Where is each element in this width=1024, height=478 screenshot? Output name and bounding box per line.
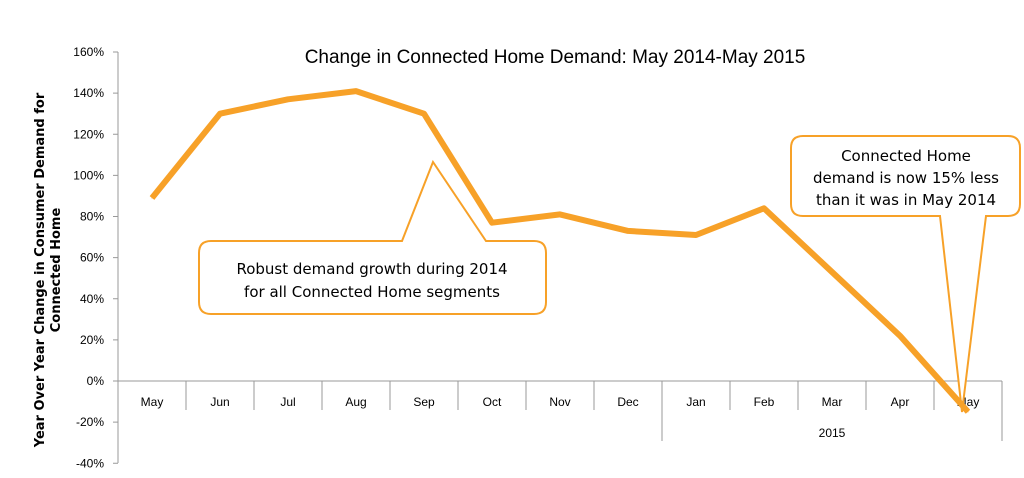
callout-growth-text: Robust demand growth during 2014 for all… [236, 260, 507, 301]
x-tick-label: Nov [549, 395, 570, 409]
callout-growth-line-2: for all Connected Home segments [244, 283, 500, 301]
data-point [899, 335, 901, 337]
x-tick-label: Jan [686, 395, 705, 409]
y-axis-label-line-1: Year Over Year Change in Consumer Demand… [33, 92, 48, 448]
series-layer [149, 88, 971, 414]
y-tick-label: 160% [73, 45, 104, 59]
x-tick-label: Mar [822, 395, 843, 409]
x-tick-label: Dec [617, 395, 638, 409]
y-tick-label: 120% [73, 127, 104, 141]
callout-decline-text: Connected Home demand is now 15% less th… [813, 147, 999, 209]
x-tick-label: Apr [891, 395, 910, 409]
data-point [355, 90, 357, 92]
x-tick-label: Aug [345, 395, 366, 409]
y-axis-label-line-2: Connected Home [49, 208, 64, 333]
callout-decline-box [790, 135, 1021, 413]
data-point [763, 207, 765, 209]
y-tick-label: -20% [76, 415, 104, 429]
y-axis-label: Year Over Year Change in Consumer Demand… [33, 92, 64, 448]
data-point [219, 113, 221, 115]
chart-title: Change in Connected Home Demand: May 201… [305, 47, 806, 68]
y-tick-label: 100% [73, 168, 104, 182]
x-tick-label: Sep [413, 395, 435, 409]
y-tick-label: 60% [80, 251, 104, 265]
data-point [967, 411, 969, 413]
callout-growth-line-1: Robust demand growth during 2014 [236, 260, 507, 278]
callout-decline-line-3: than it was in May 2014 [816, 191, 996, 209]
y-tick-label: 20% [80, 333, 104, 347]
y-tick-label: 0% [87, 374, 105, 388]
x-tick-label: Feb [754, 395, 775, 409]
callout-decline-line-1: Connected Home [841, 147, 971, 165]
y-tick-label: 80% [80, 210, 104, 224]
y-tick-label: 140% [73, 86, 104, 100]
data-point [695, 234, 697, 236]
data-point [423, 113, 425, 115]
callouts [198, 135, 1021, 413]
data-point [491, 222, 493, 224]
x-tick-label: Jul [280, 395, 295, 409]
data-point [831, 271, 833, 273]
year-group-label: 2015 [819, 426, 846, 440]
callout-growth-box [198, 159, 547, 315]
x-tick-label: Oct [483, 395, 502, 409]
x-tick-label: May [141, 395, 164, 409]
y-tick-label: 40% [80, 292, 104, 306]
callout-decline-line-2: demand is now 15% less [813, 169, 999, 187]
y-tick-label: -40% [76, 456, 104, 470]
x-tick-label: Jun [210, 395, 229, 409]
data-point [151, 197, 153, 199]
axes: -40% -20% 0% 20% 40% 60% 80% 100% 120% 140% 160% Ma… [73, 45, 1003, 470]
data-point [627, 230, 629, 232]
data-point [287, 98, 289, 100]
data-point [559, 213, 561, 215]
